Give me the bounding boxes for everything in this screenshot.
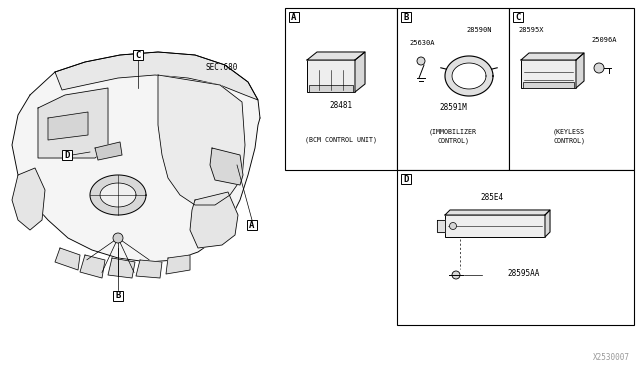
Polygon shape bbox=[307, 52, 365, 60]
Polygon shape bbox=[166, 255, 190, 274]
Bar bbox=[113, 291, 123, 301]
Polygon shape bbox=[158, 75, 245, 205]
Text: B: B bbox=[403, 13, 409, 22]
Polygon shape bbox=[437, 220, 445, 232]
Bar bbox=[62, 150, 72, 160]
Bar bbox=[397, 170, 634, 325]
Bar bbox=[309, 85, 353, 92]
Bar bbox=[509, 8, 634, 170]
Polygon shape bbox=[452, 63, 486, 89]
Text: C: C bbox=[135, 51, 141, 60]
Polygon shape bbox=[90, 175, 146, 215]
Polygon shape bbox=[55, 248, 80, 270]
Text: D: D bbox=[64, 151, 70, 160]
Polygon shape bbox=[38, 88, 108, 158]
Bar bbox=[289, 12, 299, 22]
Bar bbox=[133, 50, 143, 60]
Text: A: A bbox=[291, 13, 297, 22]
Bar bbox=[401, 174, 411, 184]
Circle shape bbox=[449, 222, 456, 230]
Polygon shape bbox=[355, 52, 365, 92]
Text: X2530007: X2530007 bbox=[593, 353, 630, 362]
Polygon shape bbox=[521, 53, 584, 60]
Bar bbox=[513, 12, 523, 22]
Text: (KEYLESS
CONTROL): (KEYLESS CONTROL) bbox=[553, 128, 585, 144]
Polygon shape bbox=[136, 260, 162, 278]
Polygon shape bbox=[48, 112, 88, 140]
Polygon shape bbox=[55, 52, 258, 100]
Text: 28595X: 28595X bbox=[518, 27, 544, 33]
Text: SEC.680: SEC.680 bbox=[205, 64, 237, 73]
Text: 285E4: 285E4 bbox=[481, 193, 504, 202]
Circle shape bbox=[452, 271, 460, 279]
Circle shape bbox=[113, 233, 123, 243]
Polygon shape bbox=[12, 168, 45, 230]
Text: 28591M: 28591M bbox=[439, 103, 467, 112]
Text: (BCM CONTROL UNIT): (BCM CONTROL UNIT) bbox=[305, 137, 377, 143]
Bar bbox=[307, 60, 355, 92]
Polygon shape bbox=[190, 192, 238, 248]
Text: 25630A: 25630A bbox=[409, 40, 435, 46]
Text: 28595AA: 28595AA bbox=[507, 269, 540, 279]
Text: (IMMOBILIZER
CONTROL): (IMMOBILIZER CONTROL) bbox=[429, 128, 477, 144]
Bar bbox=[401, 12, 411, 22]
Circle shape bbox=[594, 63, 604, 73]
Polygon shape bbox=[445, 210, 550, 215]
Polygon shape bbox=[100, 183, 136, 207]
Circle shape bbox=[417, 57, 425, 65]
Bar bbox=[523, 82, 574, 88]
Text: C: C bbox=[515, 13, 521, 22]
Text: A: A bbox=[250, 221, 255, 230]
Bar bbox=[285, 8, 397, 170]
Text: 28590N: 28590N bbox=[467, 27, 492, 33]
Bar bbox=[397, 8, 509, 170]
Bar bbox=[521, 60, 576, 88]
Text: D: D bbox=[403, 174, 409, 183]
Polygon shape bbox=[210, 148, 243, 185]
Polygon shape bbox=[12, 52, 260, 262]
Polygon shape bbox=[80, 255, 105, 278]
Text: B: B bbox=[115, 292, 121, 301]
Polygon shape bbox=[95, 142, 122, 160]
Polygon shape bbox=[545, 210, 550, 237]
Bar bbox=[247, 220, 257, 230]
Polygon shape bbox=[576, 53, 584, 88]
Text: 25096A: 25096A bbox=[591, 37, 617, 43]
Polygon shape bbox=[445, 56, 493, 96]
Text: 28481: 28481 bbox=[330, 102, 353, 110]
Bar bbox=[445, 215, 545, 237]
Polygon shape bbox=[108, 258, 135, 278]
